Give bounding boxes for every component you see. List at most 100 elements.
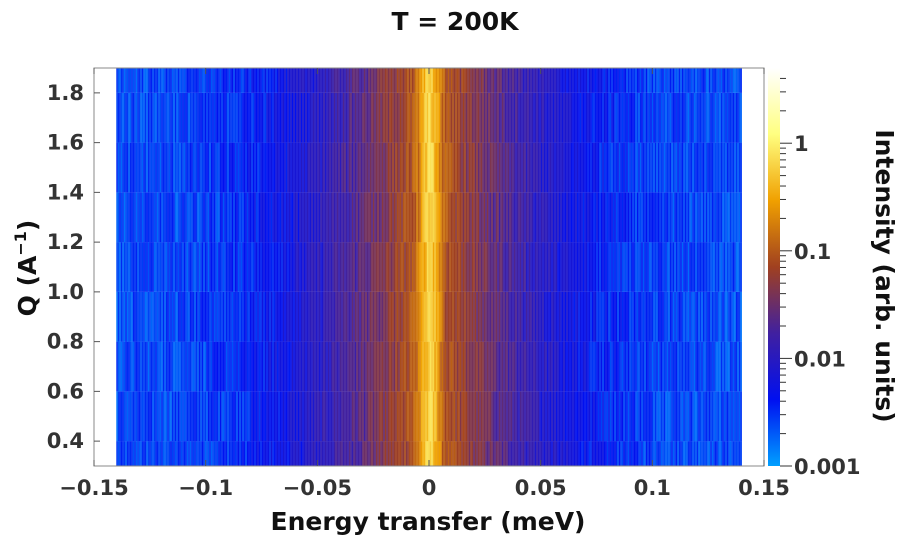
heatmap-cell [552,441,555,466]
heatmap-cell [533,341,535,392]
heatmap-cell [270,68,273,93]
heatmap-cell [446,192,448,243]
heatmap-cell [519,142,522,193]
heatmap-cell [680,441,682,466]
heatmap-cell [687,142,690,193]
heatmap-cell [522,192,525,243]
heatmap-cell [236,391,238,442]
heatmap-cell [548,341,550,392]
heatmap-cell [204,242,207,292]
heatmap-cell [557,291,559,342]
heatmap-cell [180,391,183,442]
heatmap-cell [125,341,127,392]
heatmap-cell [159,441,162,466]
heatmap-cell [702,391,705,442]
heatmap-cell [459,291,462,342]
heatmap-cell [444,291,447,342]
y-tick-label: 1.4 [47,180,84,204]
heatmap-cell [233,92,235,143]
heatmap-cell [488,441,490,466]
heatmap-cell [207,92,210,143]
heatmap-cell [551,68,553,93]
heatmap-cell [234,291,237,342]
heatmap-cell [224,68,226,93]
heatmap-cell [323,441,325,466]
heatmap-cell [323,391,325,442]
heatmap-cell [432,68,435,93]
heatmap-cell [651,291,654,342]
heatmap-cell [300,192,303,243]
heatmap-cell [360,242,363,292]
heatmap-cell [350,192,352,243]
heatmap-cell [509,142,511,193]
heatmap-cell [158,92,160,143]
heatmap-cell [564,192,567,243]
heatmap-cell [644,291,646,342]
heatmap-cell [357,291,360,342]
heatmap-cell [474,142,477,193]
heatmap-cell [195,391,198,442]
heatmap-cell [581,291,583,342]
heatmap-cell [636,92,639,143]
heatmap-cell [440,242,442,292]
heatmap-cell [557,341,559,392]
heatmap-cell [633,242,636,292]
heatmap-cell [333,291,336,342]
heatmap-cell [576,291,579,342]
heatmap-cell [201,192,204,243]
heatmap-cell [684,68,687,93]
heatmap-cell [692,391,694,442]
heatmap-cell [653,441,655,466]
heatmap-cell [572,92,574,143]
heatmap-cell [296,142,298,193]
heatmap-cell [200,192,202,243]
heatmap-cell [464,391,466,442]
heatmap-cell [384,341,387,392]
heatmap-cell [252,391,255,442]
heatmap-cell [459,341,462,392]
heatmap-cell [479,291,481,342]
heatmap-cell [518,92,520,143]
heatmap-cell [525,192,528,243]
heatmap-cell [471,192,474,243]
heatmap-cell [630,341,633,392]
heatmap-cell [548,242,550,292]
heatmap-cell [465,441,468,466]
heatmap-cell [263,391,265,442]
heatmap-cell [735,242,738,292]
heatmap-cell [695,142,697,193]
heatmap-cell [318,192,321,243]
heatmap-cell [342,68,345,93]
heatmap-cell [386,441,388,466]
heatmap-cell [567,142,570,193]
heatmap-cell [390,192,393,243]
heatmap-cell [462,341,465,392]
heatmap-cell [131,142,133,193]
heatmap-cell [629,92,631,143]
heatmap-cell [180,242,183,292]
heatmap-cell [330,291,333,342]
heatmap-cell [449,391,451,442]
heatmap-cell [596,242,598,292]
heatmap-cell [522,92,525,143]
heatmap-cell [539,242,541,292]
heatmap-cell [497,242,499,292]
heatmap-cell [662,441,664,466]
heatmap-cell [339,68,342,93]
heatmap-cell [449,291,451,342]
heatmap-cell [275,341,277,392]
heatmap-cell [134,142,136,193]
heatmap-cell [629,68,631,93]
heatmap-cell [215,192,217,243]
heatmap-cell [368,291,370,342]
heatmap-cell [455,242,457,292]
heatmap-cell [483,192,486,243]
heatmap-cell [450,391,453,442]
heatmap-cell [245,291,247,342]
heatmap-cell [383,92,385,143]
heatmap-cell [173,441,175,466]
heatmap-cell [392,341,394,392]
heatmap-cell [290,391,292,442]
chart-title: T = 200K [392,7,521,36]
heatmap-cell [630,68,633,93]
